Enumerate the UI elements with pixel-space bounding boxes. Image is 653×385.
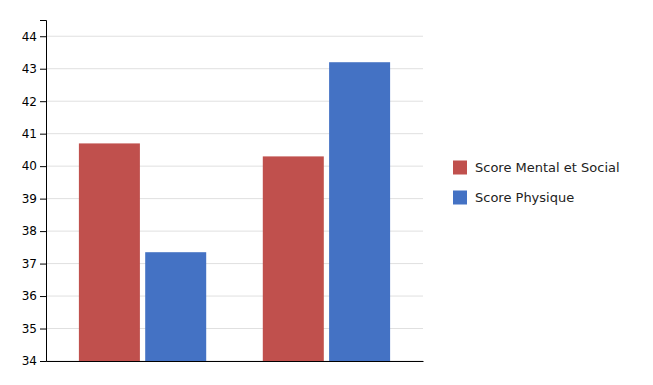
y-tick: 37 [22,257,46,271]
y-axis: 34 35 36 37 38 39 40 41 42 43 44 [22,21,47,369]
y-tick-mark [40,199,46,200]
y-tick-label: 36 [22,289,37,303]
legend-swatch [453,161,467,175]
grid [46,36,423,361]
bar [79,143,140,361]
y-tick-label: 39 [22,192,37,206]
y-tick-mark [40,36,46,37]
y-tick-mark [40,264,46,265]
legend: Score Mental et Social Score Physique [453,160,620,205]
x-axis [47,361,424,362]
y-tick: 40 [22,159,46,173]
y-tick-mark [40,296,46,297]
y-tick-label: 44 [22,30,37,44]
plot: 34 35 36 37 38 39 40 41 42 43 44 [22,21,424,369]
legend-item: Score Physique [453,190,574,205]
legend-item: Score Mental et Social [453,160,620,175]
y-tick-mark [40,69,46,70]
y-tick-label: 37 [22,257,37,271]
y-tick-mark [40,101,46,102]
y-tick: 44 [22,30,46,44]
y-tick: 35 [22,322,46,336]
y-tick-mark [40,231,46,232]
y-tick-label: 43 [22,62,37,76]
y-tick: 42 [22,95,46,109]
bars [79,62,390,361]
y-tick-mark [40,329,46,330]
legend-label: Score Mental et Social [475,160,620,175]
bar [263,156,324,361]
y-tick-label: 38 [22,224,37,238]
y-tick-mark [40,166,46,167]
y-tick-label: 42 [22,95,37,109]
chart: 34 35 36 37 38 39 40 41 42 43 44 Score Mental et So… [0,0,653,385]
y-tick-label: 34 [22,354,37,368]
legend-swatch [453,191,467,205]
bar [329,62,390,361]
grid-line [46,36,423,37]
y-tick-mark [40,361,46,362]
y-tick: 34 [22,354,46,368]
y-tick-label: 35 [22,322,37,336]
y-tick: 43 [22,62,46,76]
y-tick: 36 [22,289,46,303]
legend-label: Score Physique [475,190,574,205]
y-tick: 39 [22,192,46,206]
y-tick: 38 [22,224,46,238]
y-tick-label: 40 [22,159,37,173]
y-axis-line [40,21,47,362]
bar [145,252,206,361]
y-tick-label: 41 [22,127,37,141]
y-tick: 41 [22,127,46,141]
x-axis-line [47,361,424,362]
y-tick-mark [40,134,46,135]
